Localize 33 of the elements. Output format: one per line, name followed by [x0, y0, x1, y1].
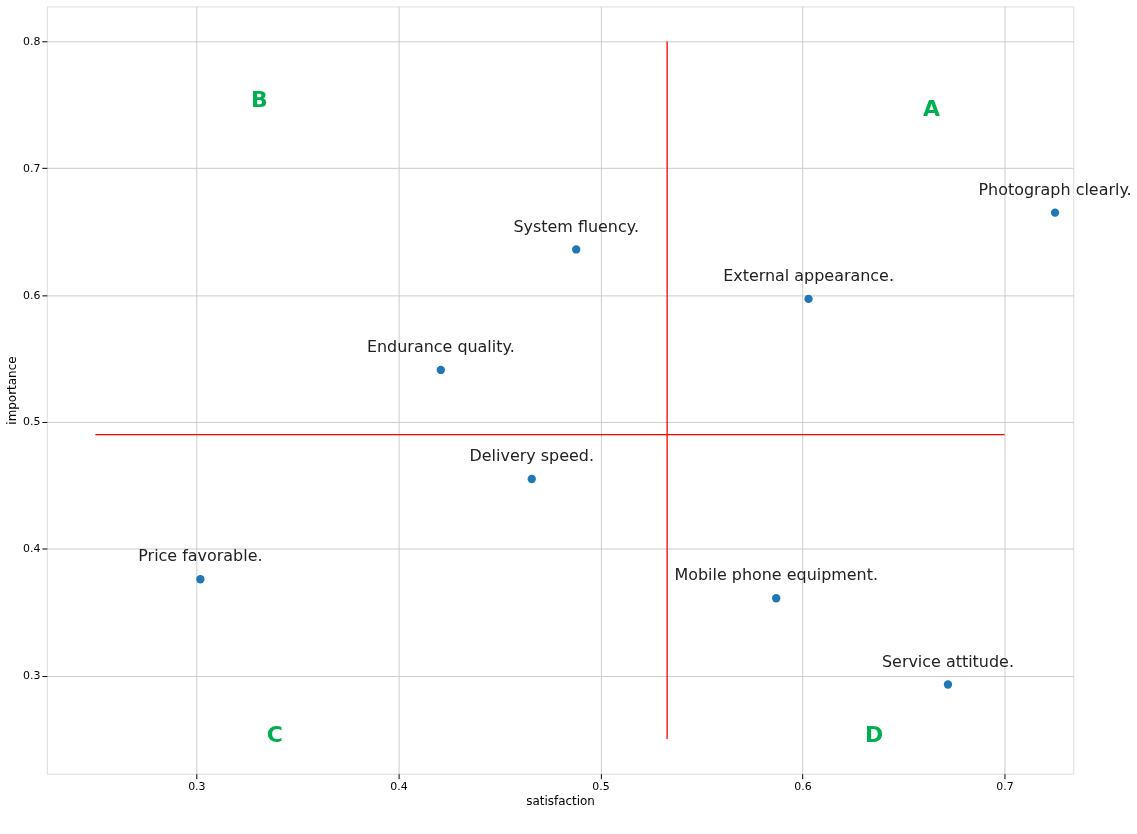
- point: [1050, 208, 1060, 217]
- point: [196, 575, 205, 584]
- annotation: System fluency.: [513, 216, 639, 236]
- y-axis-title: importance: [4, 356, 19, 425]
- annotation: Delivery speed.: [469, 446, 594, 466]
- annotation: Price favorable.: [138, 546, 263, 566]
- point: [436, 365, 445, 375]
- point: [943, 680, 953, 689]
- x-tick-label: 0.5: [592, 780, 610, 794]
- annotation: B: [250, 86, 268, 112]
- point: [804, 294, 813, 304]
- x-tick-label: 0.6: [794, 780, 812, 794]
- annotation: Mobile phone equipment.: [674, 565, 879, 585]
- annotation: C: [266, 722, 283, 748]
- annotation: External appearance.: [723, 265, 894, 285]
- point: [527, 474, 536, 484]
- annotation: Photograph clearly.: [978, 179, 1132, 199]
- annotation: Endurance quality.: [366, 337, 515, 357]
- y-tick-label: 0.6: [22, 288, 41, 302]
- point: [572, 245, 581, 254]
- y-tick-label: 0.7: [22, 161, 41, 175]
- x-axis-title: satisfaction: [526, 794, 595, 809]
- annotation: Service attitude.: [881, 651, 1014, 671]
- y-tick-label: 0.8: [22, 34, 41, 48]
- annotation: D: [865, 722, 884, 748]
- point: [772, 594, 781, 603]
- x-tick-label: 0.3: [188, 780, 206, 794]
- y-tick-label: 0.5: [22, 415, 41, 429]
- annotation: A: [923, 96, 941, 122]
- y-tick-label: 0.3: [22, 669, 41, 683]
- y-tick-label: 0.4: [22, 542, 41, 556]
- x-tick-label: 0.4: [390, 780, 408, 794]
- x-tick-label: 0.7: [996, 780, 1014, 794]
